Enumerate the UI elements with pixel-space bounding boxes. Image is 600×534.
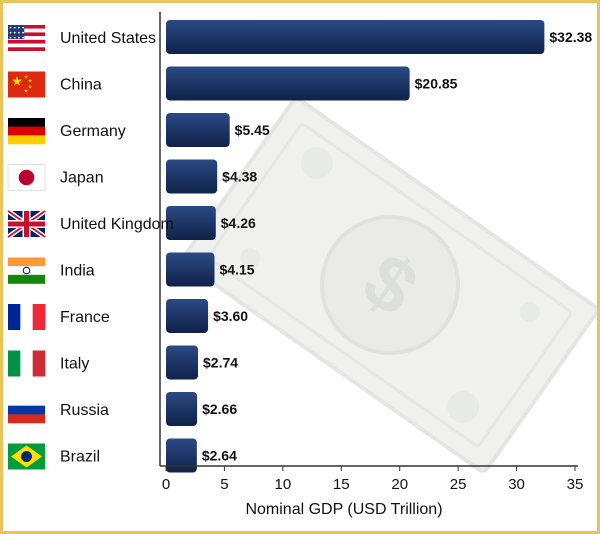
gdp-bar [166, 299, 209, 333]
value-label: $2.74 [203, 355, 238, 371]
gdp-bar [166, 438, 197, 473]
value-label: $32.38 [549, 29, 592, 45]
gdp-bar [166, 66, 410, 101]
value-label: $3.60 [213, 308, 248, 324]
x-tick-label: 5 [220, 476, 228, 493]
country-label: Brazil [60, 449, 100, 466]
gdp-bar [166, 113, 230, 147]
flag-japan-icon [7, 164, 46, 191]
country-label: Japan [60, 170, 104, 187]
flag-united-states-icon [8, 25, 45, 51]
value-label: $2.66 [202, 401, 237, 417]
svg-text:★: ★ [28, 85, 33, 91]
gdp-bar [166, 392, 198, 426]
x-axis-label: Nominal GDP (USD Trillion) [245, 501, 442, 518]
dollar-banknote-icon: $ [181, 97, 599, 473]
svg-text:★: ★ [28, 79, 33, 85]
country-label: Russia [60, 402, 109, 419]
x-tick-label: 0 [162, 476, 170, 493]
x-tick-label: 35 [567, 476, 584, 493]
flag-brazil-icon [8, 443, 45, 470]
svg-text:★: ★ [11, 75, 23, 90]
x-tick-label: 20 [391, 476, 408, 493]
x-tick-label: 25 [450, 476, 467, 493]
country-label: United Kingdom [60, 216, 174, 233]
gdp-bar [166, 20, 545, 54]
gdp-bar [166, 159, 218, 194]
x-tick-label: 30 [508, 476, 525, 493]
x-tick-label: 10 [275, 476, 292, 493]
value-label: $4.26 [221, 215, 256, 231]
country-label: China [60, 77, 102, 94]
x-tick-label: 15 [333, 476, 350, 493]
country-label: Germany [60, 123, 126, 140]
value-label: $4.38 [222, 169, 257, 185]
gdp-bar [166, 252, 215, 287]
flag-italy-icon [8, 350, 46, 377]
svg-text:★: ★ [24, 89, 29, 95]
value-label: $5.45 [235, 122, 270, 138]
flag-france-icon [8, 304, 46, 330]
flag-germany-icon [8, 118, 45, 145]
country-label: Italy [60, 356, 89, 373]
svg-text:★: ★ [24, 75, 29, 81]
flag-russia-icon [8, 397, 45, 424]
value-label: $2.64 [202, 448, 237, 464]
gdp-bar [166, 206, 216, 240]
country-label: United States [60, 30, 156, 47]
flag-united-kingdom-icon [6, 208, 47, 240]
gdp-bar [166, 345, 199, 380]
value-label: $20.85 [415, 76, 458, 92]
flag-china-icon: ★ ★★★★ [8, 71, 45, 98]
country-label: France [60, 309, 110, 326]
country-label: India [60, 263, 95, 280]
flag-india-icon [8, 257, 45, 284]
value-label: $4.15 [219, 262, 254, 278]
